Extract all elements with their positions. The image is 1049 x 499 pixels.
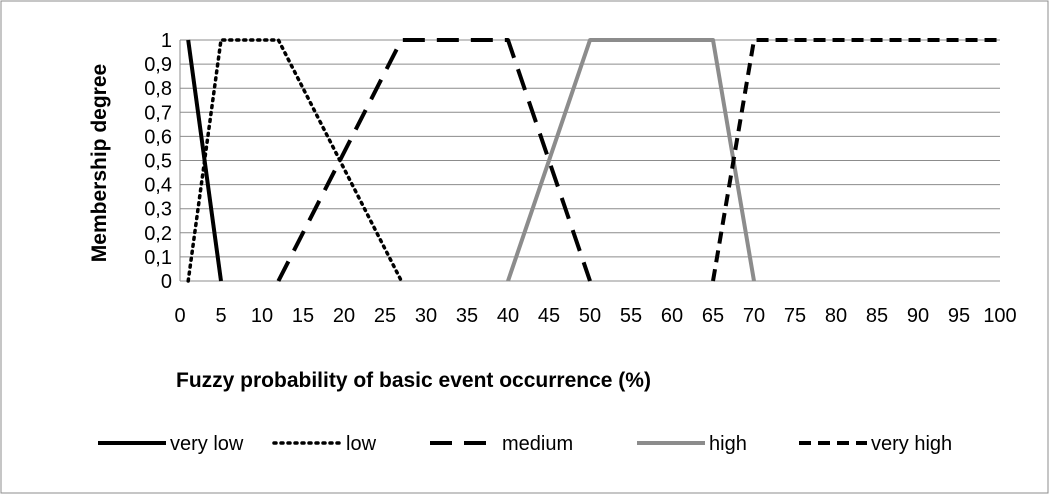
x-tick-label: 100 [983, 305, 1016, 327]
legend-label: low [346, 433, 377, 455]
y-tick-label: 0,1 [144, 247, 172, 269]
x-tick-label: 20 [333, 305, 355, 327]
y-tick-labels: 00,10,20,30,40,5 0,60,70,80,91 [144, 30, 172, 293]
y-tick-label: 0,6 [144, 126, 172, 148]
y-tick-label: 0,7 [144, 102, 172, 124]
x-tick-label: 25 [374, 305, 396, 327]
y-tick-label: 0,2 [144, 223, 172, 245]
legend-label: high [709, 433, 747, 455]
y-tick-label: 0,5 [144, 151, 172, 173]
legend-label: very low [170, 433, 244, 455]
x-tick-label: 50 [579, 305, 601, 327]
x-tick-label: 45 [538, 305, 560, 327]
series-line-low [186, 38, 404, 283]
legend-label: very high [871, 433, 952, 455]
x-axis-label: Fuzzy probability of basic event occurre… [176, 369, 651, 392]
x-tick-label: 35 [456, 305, 478, 327]
x-tick-label: 10 [251, 305, 273, 327]
x-tick-label: 85 [866, 305, 888, 327]
y-tick-label: 0 [161, 271, 172, 293]
x-tick-label: 70 [743, 305, 765, 327]
y-tick-label: 0,8 [144, 78, 172, 100]
x-tick-label: 90 [907, 305, 929, 327]
x-tick-label: 75 [784, 305, 806, 327]
x-tick-label: 5 [215, 305, 226, 327]
x-tick-labels: 0 5 10 15 20 25 30 35 40 45 50 55 60 65 70 75 80 85 90 95 10… [174, 305, 1016, 327]
series-lines [186, 38, 1000, 283]
x-tick-label: 0 [174, 305, 185, 327]
series-line-very-high [711, 38, 1000, 282]
x-tick-label: 95 [948, 305, 970, 327]
x-tick-label: 55 [620, 305, 642, 327]
x-tick-label: 15 [292, 305, 314, 327]
x-tick-label: 40 [497, 305, 519, 327]
y-tick-label: 0,9 [144, 54, 172, 76]
legend: very low low medium high very high [98, 433, 952, 455]
x-tick-label: 80 [825, 305, 847, 327]
x-tick-label: 60 [661, 305, 683, 327]
x-tick-label: 65 [702, 305, 724, 327]
y-tick-label: 1 [161, 30, 172, 52]
y-tick-label: 0,3 [144, 199, 172, 221]
series-line-medium [276, 38, 592, 282]
y-axis-label: Membership degree [88, 64, 111, 262]
legend-label: medium [502, 433, 573, 455]
x-tick-label: 30 [415, 305, 437, 327]
y-tick-label: 0,4 [144, 175, 172, 197]
